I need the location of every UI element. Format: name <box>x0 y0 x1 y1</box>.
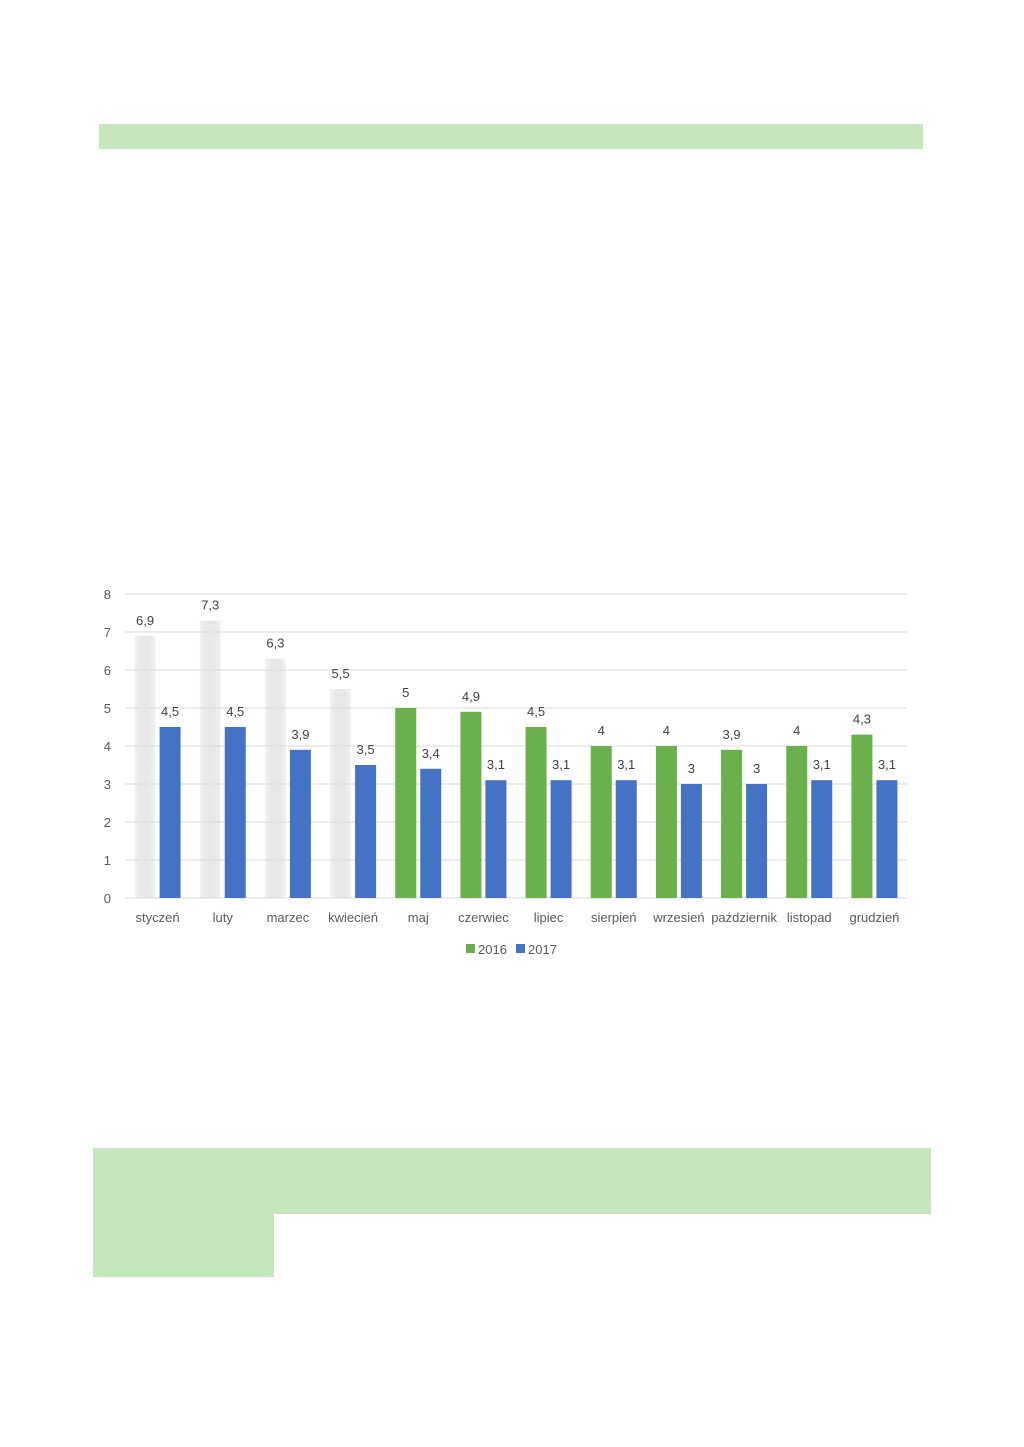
bar-2016-sierpień <box>590 746 612 898</box>
data-label-2016: 4,9 <box>462 689 480 704</box>
legend-label-2017: 2017 <box>528 942 557 957</box>
x-tick-label: sierpień <box>591 910 637 925</box>
x-tick-label: listopad <box>787 910 832 925</box>
legend-swatch-2017 <box>516 944 525 953</box>
bar-2016-listopad <box>786 746 808 898</box>
data-label-2016: 5 <box>402 685 409 700</box>
y-tick-label: 8 <box>104 587 111 602</box>
data-label-2016: 6,3 <box>266 636 284 651</box>
bar-2016-grudzień <box>851 734 873 898</box>
x-tick-label: kwiecień <box>328 910 378 925</box>
x-tick-label: czerwiec <box>458 910 509 925</box>
bar-2016-maj <box>395 708 417 898</box>
bar-2016-czerwiec <box>460 711 482 898</box>
y-tick-label: 3 <box>104 777 111 792</box>
bar-2017-listopad <box>811 780 833 898</box>
data-label-2016: 4,3 <box>853 712 871 727</box>
bar-2017-sierpień <box>615 780 637 898</box>
data-labels: 6,9 4,5 7,3 4,5 6,3 3,9 5,5 3,5 5 3,4 4,9 3,1 4,5 3,1… <box>136 598 896 776</box>
y-tick-label: 5 <box>104 701 111 716</box>
data-label-2017: 4,5 <box>226 704 244 719</box>
bar-2017-maj <box>420 768 442 898</box>
data-label-2016: 4 <box>793 723 800 738</box>
legend-swatch-2016 <box>466 944 475 953</box>
bar-2017-luty <box>224 727 246 898</box>
y-tick-label: 2 <box>104 815 111 830</box>
data-label-2017: 3 <box>753 761 760 776</box>
data-label-2016: 7,3 <box>201 598 219 613</box>
bar-2017-kwiecień <box>355 765 377 898</box>
y-tick-label: 4 <box>104 739 111 754</box>
legend-label-2016: 2016 <box>478 942 507 957</box>
data-label-2016: 5,5 <box>332 666 350 681</box>
data-label-2016: 4 <box>663 723 670 738</box>
bar-2016-październik <box>721 749 743 898</box>
x-tick-label: grudzień <box>849 910 899 925</box>
y-tick-label: 0 <box>104 891 111 906</box>
bar-2017-październik <box>746 784 768 898</box>
bar-2017-lipiec <box>550 780 572 898</box>
data-label-2016: 6,9 <box>136 613 154 628</box>
y-axis: 0 1 2 3 4 5 6 7 8 <box>104 587 111 906</box>
x-tick-label: październik <box>711 910 777 925</box>
data-label-2017: 3,5 <box>357 742 375 757</box>
data-label-2017: 3,4 <box>422 746 440 761</box>
bar-2016-styczeń <box>134 635 156 898</box>
bar-2017-wrzesień <box>680 784 702 898</box>
bar-2016-wrzesień <box>655 746 677 898</box>
bar-2016-kwiecień <box>330 689 352 898</box>
data-label-2016: 4 <box>598 723 605 738</box>
x-tick-label: maj <box>408 910 429 925</box>
data-label-2017: 3,1 <box>487 757 505 772</box>
x-tick-label: luty <box>213 910 234 925</box>
bottom-decorative-tab <box>93 1214 274 1277</box>
bar-2016-luty <box>199 620 221 898</box>
data-label-2017: 3,1 <box>813 757 831 772</box>
x-tick-label: lipiec <box>534 910 564 925</box>
legend: 2016 2017 <box>466 942 557 957</box>
x-tick-label: wrzesień <box>652 910 704 925</box>
y-tick-label: 1 <box>104 853 111 868</box>
x-tick-label: styczeń <box>136 910 180 925</box>
data-label-2017: 3 <box>688 761 695 776</box>
y-tick-label: 7 <box>104 625 111 640</box>
bars <box>134 620 898 898</box>
data-label-2016: 3,9 <box>723 727 741 742</box>
bar-2017-marzec <box>289 749 311 898</box>
data-label-2017: 3,1 <box>617 757 635 772</box>
data-label-2016: 4,5 <box>527 704 545 719</box>
x-tick-label: marzec <box>267 910 310 925</box>
data-label-2017: 3,1 <box>878 757 896 772</box>
bar-2016-marzec <box>264 658 286 898</box>
data-label-2017: 4,5 <box>161 704 179 719</box>
y-tick-label: 6 <box>104 663 111 678</box>
gridlines <box>125 593 907 899</box>
data-label-2017: 3,1 <box>552 757 570 772</box>
data-label-2017: 3,9 <box>291 727 309 742</box>
bottom-decorative-band <box>93 1148 931 1214</box>
bar-2017-grudzień <box>876 780 898 898</box>
bar-2016-lipiec <box>525 727 547 898</box>
bar-2017-czerwiec <box>485 780 507 898</box>
bar-2017-styczeń <box>159 727 181 898</box>
x-axis: styczeń luty marzec kwiecień maj czerwiec lipi… <box>136 910 900 925</box>
top-decorative-band <box>99 124 923 149</box>
